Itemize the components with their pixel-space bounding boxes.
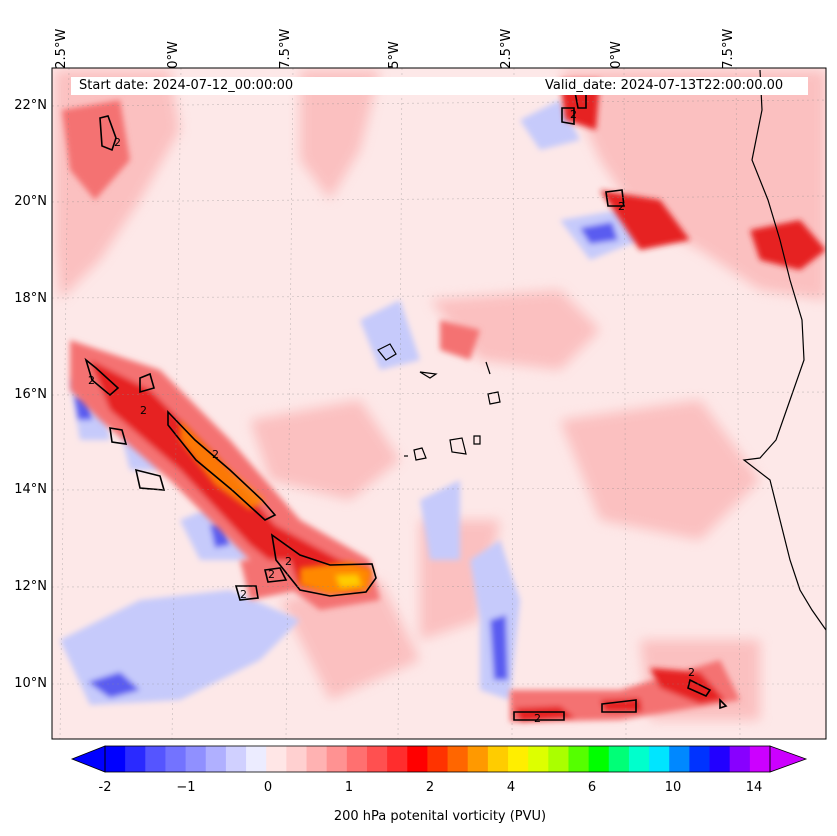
colorbar-tick-label: 2	[425, 780, 435, 795]
colorbar-segment	[387, 746, 408, 772]
lat-label: 14°N	[14, 482, 47, 497]
valid-date-text: Valid_date: 2024-07-13T22:00:00.00	[545, 78, 784, 93]
colorbar-segment	[689, 746, 711, 772]
colorbar-tick-label: 4	[506, 780, 516, 795]
contour-value-label: 2	[240, 588, 247, 601]
colorbar-tick-label: 1	[344, 780, 354, 795]
colorbar-tick-label: -2	[98, 780, 112, 795]
colorbar-segment	[125, 746, 146, 772]
colorbar-segment	[669, 746, 690, 772]
colorbar-segment	[608, 746, 630, 772]
pv-2-contours	[84, 91, 728, 721]
start-date-text: Start date: 2024-07-12_00:00:00	[79, 78, 294, 93]
colorbar-segment	[185, 746, 207, 772]
lat-label: 12°N	[14, 579, 47, 594]
colorbar-segment	[528, 746, 549, 772]
colorbar-segment	[286, 746, 308, 772]
colorbar-segment	[447, 746, 469, 772]
colorbar-segment	[145, 746, 167, 772]
colorbar-max-extension	[769, 745, 808, 773]
colorbar-segment	[407, 746, 429, 772]
colorbar-segment	[628, 746, 650, 772]
colorbar-label: 200 hPa potenital vorticity (PVU)	[333, 809, 547, 824]
lat-label: 20°N	[14, 194, 47, 209]
colorbar-min-extension	[70, 745, 106, 773]
colorbar-segment	[649, 746, 670, 772]
colorbar-segment	[548, 746, 570, 772]
colorbar	[70, 745, 808, 773]
contour-value-label: 2	[618, 200, 625, 213]
colorbar-segment	[467, 746, 489, 772]
contour-value-label: 2	[570, 108, 577, 121]
colorbar-tick-label: 10	[664, 780, 682, 795]
colorbar-segment	[588, 746, 610, 772]
colorbar-segment	[346, 746, 368, 772]
contour-value-label: 2	[688, 666, 695, 679]
contour-value-label: 2	[268, 568, 275, 581]
colorbar-segment	[427, 746, 449, 772]
colorbar-segment	[205, 746, 227, 772]
contour-value-label: 2	[534, 712, 541, 725]
colorbar-tick-label: 14	[745, 780, 763, 795]
contour-value-label: 2	[285, 555, 292, 568]
colorbar-segment	[225, 746, 247, 772]
date-info-strip	[71, 77, 808, 95]
colorbar-tick-label: 0	[263, 780, 273, 795]
colorbar-segment	[266, 746, 287, 772]
colorbar-tick-label: 6	[587, 780, 597, 795]
colorbar-segment	[729, 746, 751, 772]
contour-value-label: 2	[140, 404, 147, 417]
colorbar-outline	[104, 745, 771, 773]
colorbar-segment	[366, 746, 388, 772]
colorbar-tick-label: −1	[176, 780, 196, 795]
colorbar-segment	[165, 746, 187, 772]
high-pv-core	[180, 420, 372, 594]
colorbar-segment	[487, 746, 509, 772]
colorbar-segment	[246, 746, 267, 772]
colorbar-segment	[709, 746, 731, 772]
colorbar-segment	[749, 746, 771, 772]
lat-label: 18°N	[14, 291, 47, 306]
contour-value-label: 2	[88, 374, 95, 387]
colorbar-segment	[508, 746, 529, 772]
gridlines	[52, 68, 826, 739]
lat-label: 16°N	[14, 387, 47, 402]
colorbar-segment	[306, 746, 328, 772]
colorbar-segment	[568, 746, 590, 772]
lat-label: 10°N	[14, 676, 47, 691]
colorbar-segment	[326, 746, 348, 772]
colorbar-segment	[105, 746, 126, 772]
contour-value-label: 2	[114, 136, 121, 149]
light-red-regions	[55, 70, 826, 720]
contour-value-label: 2	[212, 448, 219, 461]
coastline	[377, 69, 826, 631]
lat-label: 22°N	[14, 98, 47, 113]
